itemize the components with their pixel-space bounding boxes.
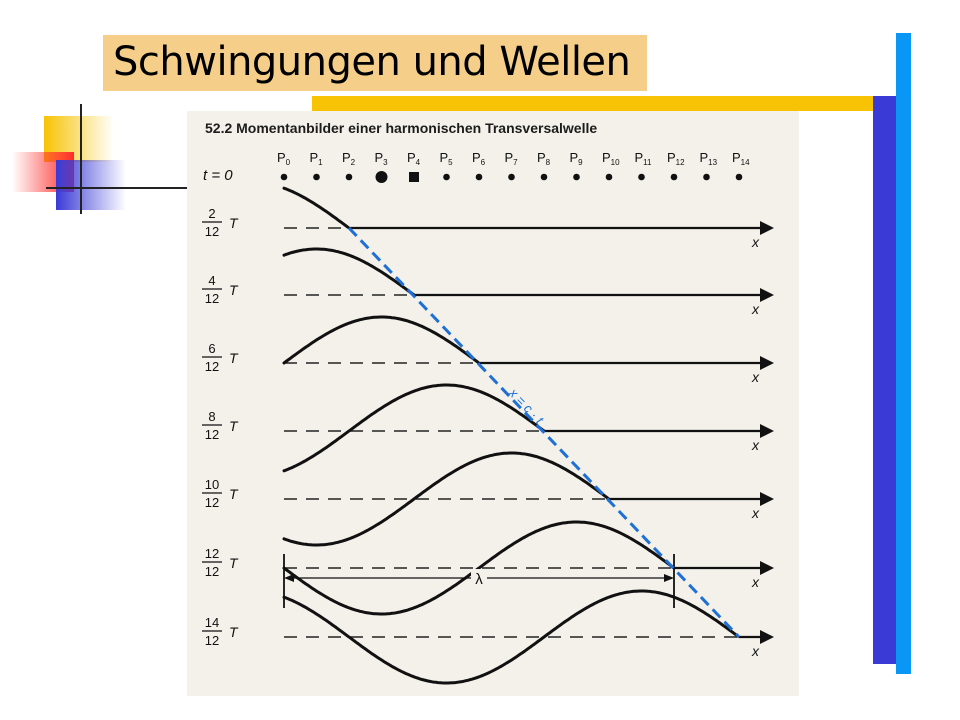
point-label-p9: P9 <box>570 150 584 167</box>
wave-curve <box>282 451 610 547</box>
wave-curve <box>282 383 546 473</box>
lambda-arrowhead-right <box>664 574 674 582</box>
wave-curve <box>282 520 676 616</box>
x-axis-arrowhead <box>760 561 774 575</box>
figure-caption: 52.2 Momentanbilder einer harmonischen T… <box>205 120 598 136</box>
point-marker-p8 <box>540 173 548 181</box>
point-marker-p3 <box>375 171 388 183</box>
x-axis-arrowhead <box>760 288 774 302</box>
x-axis-arrowhead <box>760 630 774 644</box>
row-label-denominator: 12 <box>205 495 219 510</box>
x-axis-arrowhead <box>760 492 774 506</box>
point-marker-p5 <box>443 173 450 181</box>
point-marker-p1 <box>313 173 320 181</box>
row-label-unit: T <box>229 486 239 502</box>
x-axis-arrowhead <box>760 424 774 438</box>
row-label-unit: T <box>229 350 239 366</box>
point-label-p13: P13 <box>700 150 718 167</box>
row-label-numerator: 8 <box>208 409 215 424</box>
row-label-unit: T <box>229 624 239 640</box>
slide-title-box: Schwingungen und Wellen <box>103 35 647 91</box>
row-label-numerator: 6 <box>208 341 215 356</box>
x-axis-label: x <box>751 369 760 385</box>
point-marker-p9 <box>573 173 580 181</box>
point-marker-p12 <box>670 173 678 181</box>
row-label-numerator: 2 <box>208 206 215 221</box>
lambda-label-background <box>471 569 487 587</box>
x-axis-label: x <box>751 301 760 317</box>
row-label-denominator: 12 <box>205 359 219 374</box>
point-label-p5: P5 <box>440 150 454 167</box>
point-label-p8: P8 <box>537 150 551 167</box>
x-axis-arrowhead <box>760 356 774 370</box>
row-label-denominator: 12 <box>205 291 219 306</box>
point-label-p6: P6 <box>472 150 486 167</box>
row-label-unit: T <box>229 215 239 231</box>
point-label-p2: P2 <box>342 150 356 167</box>
point-label-p10: P10 <box>602 150 620 167</box>
x-axis-label: x <box>751 234 760 250</box>
point-label-p7: P7 <box>505 150 519 167</box>
lambda-arrowhead-left <box>284 574 294 582</box>
bar-blue-dark <box>873 96 896 664</box>
deco-blue-square <box>56 160 126 210</box>
point-label-p4: P4 <box>407 150 421 167</box>
bar-blue-light <box>896 33 911 674</box>
point-label-p3: P3 <box>375 150 389 167</box>
wave-front-line <box>347 226 741 639</box>
point-label-p12: P12 <box>667 150 685 167</box>
point-marker-p6 <box>475 173 483 181</box>
point-label-p1: P1 <box>310 150 324 167</box>
x-axis-label: x <box>751 505 760 521</box>
row-label-denominator: 12 <box>205 633 219 648</box>
point-label-p0: P0 <box>277 150 291 167</box>
row-label-unit: T <box>229 282 239 298</box>
row-label-numerator: 12 <box>205 546 219 561</box>
row-label-unit: T <box>229 555 239 571</box>
point-marker-p10 <box>605 173 613 181</box>
wave-curve <box>282 247 416 297</box>
point-marker-p4 <box>409 172 419 182</box>
point-marker-p13 <box>703 173 710 181</box>
point-marker-p0 <box>280 173 288 181</box>
wave-curve <box>282 186 350 229</box>
row-label-numerator: 10 <box>205 477 219 492</box>
wave-curve <box>282 589 740 685</box>
slide-title: Schwingungen und Wellen <box>113 39 631 85</box>
wave-diagram: t = 0 P0 P1 P2 P3 P4 P5 P6 P7 P8 P9 P10 P11 P12 P13 P14… <box>202 150 774 685</box>
lambda-label: λ <box>475 571 483 588</box>
point-marker-p2 <box>345 173 353 181</box>
point-marker-p11 <box>638 173 645 181</box>
row-label-numerator: 4 <box>208 273 215 288</box>
point-label-p11: P11 <box>635 150 653 167</box>
row-label-denominator: 12 <box>205 224 219 239</box>
x-axis-label: x <box>751 643 760 659</box>
figure-panel: 52.2 Momentanbilder einer harmonischen T… <box>187 111 799 696</box>
x-axis-arrowhead <box>760 221 774 235</box>
row-label-denominator: 12 <box>205 427 219 442</box>
bar-yellow <box>312 96 874 111</box>
x-axis-label: x <box>751 437 760 453</box>
row-label-numerator: 14 <box>205 615 219 630</box>
t0-label: t = 0 <box>203 167 233 184</box>
x-axis-label: x <box>751 574 760 590</box>
point-marker-p7 <box>508 173 515 181</box>
point-label-p14: P14 <box>732 150 750 167</box>
corner-decoration <box>12 104 190 214</box>
row-label-denominator: 12 <box>205 564 219 579</box>
row-label-unit: T <box>229 418 239 434</box>
wave-front-label: x = c · t <box>505 385 547 428</box>
wave-curve <box>282 315 480 365</box>
point-marker-p14 <box>735 173 743 181</box>
